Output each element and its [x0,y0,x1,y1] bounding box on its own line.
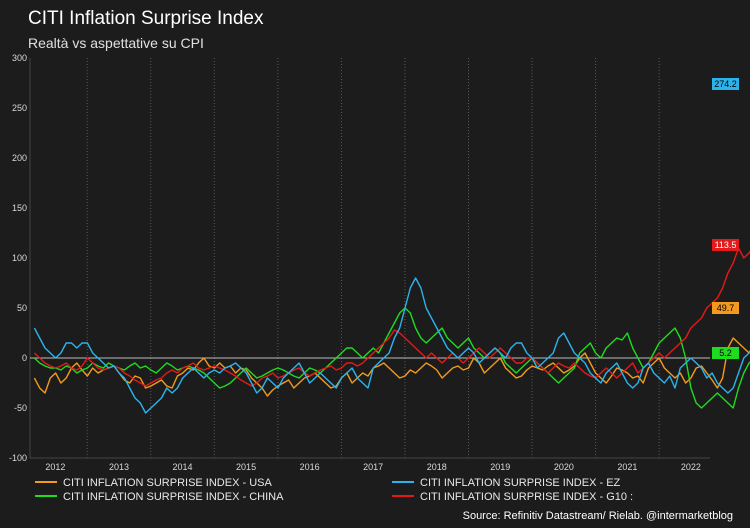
y-tick-label: -100 [9,453,27,463]
y-tick-label: 0 [22,353,27,363]
end-value-label-usa: 49.7 [717,303,735,313]
x-tick-label: 2018 [427,462,447,472]
chart-subtitle: Realtà vs aspettative su CPI [28,35,204,51]
end-value-label-g10: 113.5 [715,240,737,250]
y-tick-label: 250 [12,103,27,113]
x-tick-label: 2016 [300,462,320,472]
y-tick-label: 150 [12,203,27,213]
x-tick-label: 2012 [45,462,65,472]
legend-label-g10: CITI INFLATION SURPRISE INDEX - G10 : [420,491,633,503]
y-tick-label: -50 [14,403,27,413]
x-tick-label: 2021 [617,462,637,472]
end-value-tag-g10 [712,239,739,251]
x-tick-label: 2013 [109,462,129,472]
series-line-ez [33,277,750,414]
x-tick-label: 2015 [236,462,256,472]
y-tick-label: 200 [12,153,27,163]
series-line-china [33,307,750,409]
x-tick-label: 2019 [490,462,510,472]
y-tick-label: 50 [17,303,27,313]
x-tick-label: 2014 [173,462,193,472]
end-value-label-ez: 274.2 [714,79,737,89]
source-note: Source: Refinitiv Datastream/ Rielab. @i… [463,510,733,522]
x-tick-label: 2022 [681,462,701,472]
legend-label-ez: CITI INFLATION SURPRISE INDEX - EZ [420,477,621,489]
end-value-tag-usa [712,302,739,314]
y-tick-label: 100 [12,253,27,263]
x-tick-label: 2020 [554,462,574,472]
legend-label-china: CITI INFLATION SURPRISE INDEX - CHINA [63,491,284,503]
series-line-g10 [33,247,750,387]
chart-title: CITI Inflation Surprise Index [28,8,264,29]
end-value-tag-china [712,347,739,359]
plot-area: -100 -50 0 50 100 150 200 250 300 2012 2013 2014 201… [9,53,750,472]
y-tick-label: 300 [12,53,27,63]
x-tick-label: 2017 [363,462,383,472]
legend-label-usa: CITI INFLATION SURPRISE INDEX - USA [63,477,272,489]
series-line-usa [33,337,750,397]
end-value-label-china: 5.2 [719,348,732,358]
end-value-tag-ez [712,78,739,90]
legend: CITI INFLATION SURPRISE INDEX - USA CITI … [35,477,633,503]
